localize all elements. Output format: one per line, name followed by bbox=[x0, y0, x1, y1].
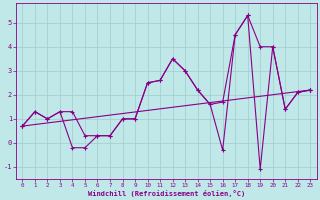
X-axis label: Windchill (Refroidissement éolien,°C): Windchill (Refroidissement éolien,°C) bbox=[88, 190, 245, 197]
